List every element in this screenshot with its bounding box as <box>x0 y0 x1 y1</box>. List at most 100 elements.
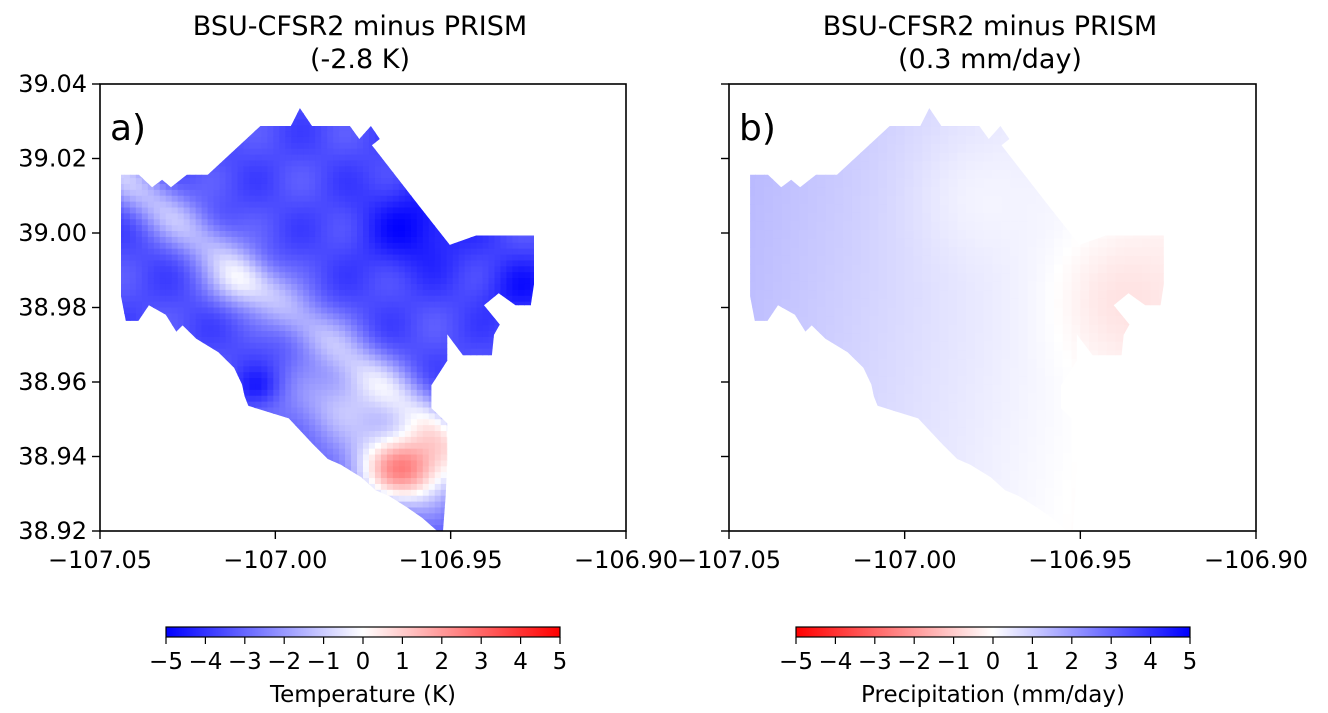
field-cell <box>255 319 262 326</box>
field-cell <box>285 131 292 138</box>
field-cell <box>267 254 274 262</box>
field-cell <box>219 242 227 250</box>
field-cell <box>368 260 376 267</box>
field-cell <box>476 472 484 479</box>
field-cell <box>374 166 382 173</box>
field-cell <box>291 278 298 285</box>
field-cell <box>386 231 394 238</box>
field-cell <box>339 342 346 350</box>
field-cell <box>458 195 466 203</box>
field-cell <box>249 148 257 156</box>
field-cell <box>315 125 322 132</box>
field-cell <box>476 442 484 450</box>
field-cell <box>476 195 484 203</box>
field-cell <box>207 172 215 179</box>
field-cell <box>121 307 125 314</box>
field-cell <box>273 313 280 320</box>
field-cell <box>380 178 388 185</box>
field-cell <box>112 490 119 496</box>
field-cell <box>112 219 119 225</box>
field-cell <box>129 348 137 356</box>
field-cell <box>165 448 173 456</box>
field-cell <box>129 219 137 226</box>
field-cell <box>357 360 364 367</box>
field-cell <box>165 419 173 426</box>
field-cell <box>112 160 119 166</box>
field-cell <box>135 436 143 444</box>
field-cell <box>452 507 460 514</box>
field-cell <box>231 472 239 479</box>
field-cell <box>470 260 478 267</box>
field-cell <box>159 507 167 514</box>
field-cell <box>321 119 328 126</box>
field-cell <box>345 319 352 326</box>
field-cell <box>202 90 209 96</box>
field-cell <box>177 236 185 244</box>
field-cell <box>368 489 376 497</box>
field-cell <box>267 313 274 320</box>
field-cell <box>123 183 131 191</box>
field-cell <box>243 366 251 373</box>
field-cell <box>237 195 245 203</box>
field-cell <box>195 231 203 238</box>
field-cell <box>345 148 352 156</box>
field-cell <box>428 325 436 332</box>
field-cell <box>386 242 394 250</box>
field-cell <box>422 136 430 144</box>
field-cell <box>345 178 352 185</box>
field-cell <box>404 483 412 491</box>
field-cell <box>327 519 334 526</box>
field-cell <box>291 90 298 96</box>
field-cell <box>411 84 418 90</box>
field-cell <box>398 283 406 291</box>
field-cell <box>392 372 400 379</box>
field-cell <box>213 289 221 297</box>
field-cell <box>333 313 340 320</box>
field-cell <box>121 160 125 167</box>
field-cell <box>231 372 239 379</box>
field-cell <box>476 372 484 379</box>
field-cell <box>106 260 113 266</box>
field-cell <box>309 419 316 426</box>
field-cell <box>165 242 173 250</box>
field-cell <box>231 254 239 262</box>
field-cell <box>219 125 227 132</box>
field-cell <box>219 136 227 144</box>
field-cell <box>333 172 340 179</box>
field-cell <box>135 213 143 220</box>
field-cell <box>147 319 155 326</box>
field-cell <box>386 201 394 209</box>
field-cell <box>255 372 262 379</box>
field-cell <box>357 501 364 509</box>
field-cell <box>123 219 131 226</box>
field-cell <box>470 178 478 185</box>
field-cell <box>219 166 227 173</box>
field-cell <box>398 448 406 456</box>
field-cell <box>273 142 280 150</box>
field-cell <box>153 483 161 491</box>
field-cell <box>129 454 137 462</box>
field-cell <box>321 383 328 391</box>
field-cell <box>398 113 406 120</box>
field-cell <box>434 436 442 444</box>
field-cell <box>225 278 233 285</box>
field-cell <box>428 472 436 479</box>
field-cell <box>165 136 173 144</box>
field-cell <box>147 183 155 191</box>
field-cell <box>368 283 376 291</box>
field-cell <box>339 84 346 90</box>
field-cell <box>249 154 257 162</box>
field-cell <box>177 219 185 226</box>
field-cell <box>345 454 352 462</box>
field-cell <box>219 413 227 420</box>
field-cell <box>243 425 251 432</box>
field-cell <box>129 401 137 409</box>
field-cell <box>398 131 406 138</box>
field-cell <box>177 189 185 197</box>
field-cell <box>225 425 233 432</box>
field-cell <box>333 442 340 450</box>
field-cell <box>380 307 388 314</box>
field-cell <box>147 519 155 526</box>
field-cell <box>315 407 322 414</box>
field-cell <box>476 354 484 362</box>
